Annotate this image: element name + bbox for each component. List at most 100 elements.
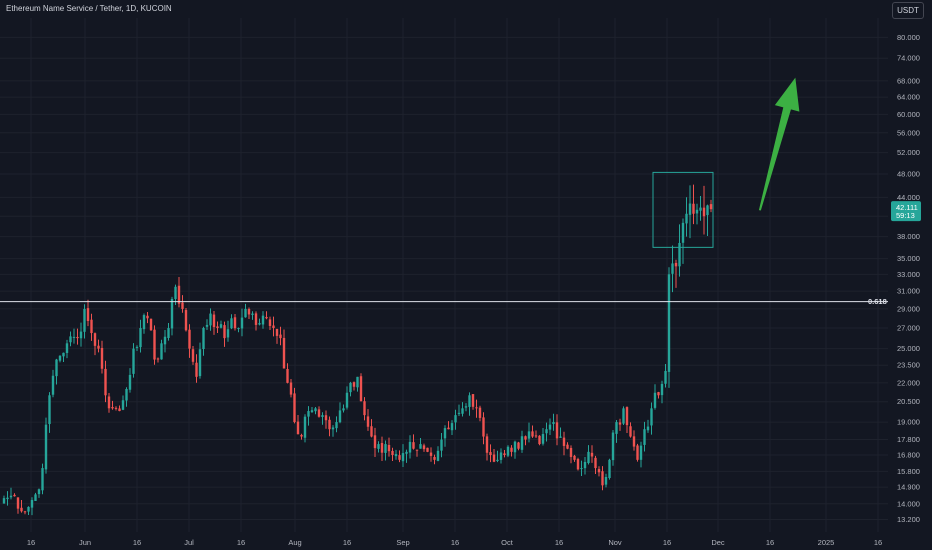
- y-tick-label: 52.000: [897, 148, 920, 157]
- candle-body: [520, 436, 524, 450]
- candle-body: [639, 445, 643, 460]
- y-tick-label: 60.000: [897, 110, 920, 119]
- x-tick-label: 16: [237, 538, 245, 547]
- x-tick-label: 16: [663, 538, 671, 547]
- price-badge-countdown: 59:13: [896, 211, 915, 220]
- candle-body: [426, 447, 429, 452]
- y-tick-label: 20.500: [897, 397, 920, 406]
- candle-body: [496, 459, 499, 461]
- candle-body: [142, 315, 146, 330]
- x-tick-label: 16: [874, 538, 882, 547]
- candle-body: [517, 442, 520, 449]
- candle-body: [660, 383, 664, 396]
- candle-body: [314, 408, 317, 412]
- candle-body: [436, 450, 440, 461]
- candle-body: [485, 436, 489, 453]
- candle-body: [604, 476, 608, 485]
- x-tick-label: Nov: [608, 538, 622, 547]
- candle-body: [149, 318, 153, 331]
- candle-body: [471, 394, 475, 407]
- candle-body: [590, 452, 594, 457]
- candle-body: [650, 408, 653, 426]
- x-tick-label: Jul: [184, 538, 194, 547]
- y-tick-label: 38.000: [897, 232, 920, 241]
- price-axis[interactable]: 13.200 14.000 14.900 15.800 16.800 17.800 19.0…: [888, 0, 932, 550]
- candle-body: [373, 435, 377, 449]
- candle-body: [286, 368, 289, 383]
- candle-body: [461, 408, 464, 414]
- candle-body: [48, 395, 51, 425]
- candle-body: [671, 263, 674, 274]
- candle-body: [422, 445, 426, 450]
- candle-body: [384, 444, 387, 453]
- y-tick-label: 48.000: [897, 170, 920, 179]
- candle-body: [237, 328, 240, 330]
- candle-body: [65, 343, 69, 353]
- candle-body: [506, 446, 510, 456]
- candle-body: [289, 382, 293, 395]
- candle-body: [569, 447, 573, 457]
- candle-body: [653, 392, 657, 408]
- level-line-group: 0.618 -: [0, 297, 892, 306]
- candle-body: [412, 442, 415, 449]
- candle-body: [363, 401, 366, 416]
- y-tick-label: 44.000: [897, 193, 920, 202]
- candle-body: [615, 422, 618, 434]
- candle-body: [678, 242, 681, 267]
- candle-body: [275, 328, 279, 336]
- candle-body: [230, 318, 233, 329]
- highlight-box: [652, 171, 714, 248]
- candle-body: [30, 500, 34, 508]
- candle-body: [188, 329, 191, 349]
- candle-body: [629, 426, 632, 437]
- candle-body: [90, 319, 93, 334]
- candle-body: [387, 444, 391, 452]
- y-tick-label: 33.000: [897, 270, 920, 279]
- candle-body: [296, 421, 300, 435]
- candle-body: [317, 409, 321, 417]
- candle-body: [429, 452, 433, 456]
- grid-lines: [0, 18, 888, 532]
- time-axis[interactable]: 16 Jun 16 Jul 16 Aug 16 Sep 16 Oct 16 Nov 16 Dec 16 202…: [27, 538, 882, 547]
- candle-body: [321, 415, 324, 417]
- candle-body: [69, 336, 72, 343]
- candle-body: [34, 494, 37, 501]
- x-tick-label: Sep: [396, 538, 409, 547]
- candle-body: [545, 429, 548, 434]
- candle-body: [499, 452, 503, 460]
- candle-body: [181, 302, 184, 309]
- y-tick-label: 15.800: [897, 467, 920, 476]
- candle-body: [23, 511, 27, 513]
- candle-body: [251, 313, 254, 315]
- y-tick-label: 19.000: [897, 418, 920, 427]
- currency-button[interactable]: USDT: [892, 2, 924, 19]
- y-tick-label: 74.000: [897, 54, 920, 63]
- candle-body: [209, 313, 212, 326]
- candle-body: [559, 436, 562, 438]
- candle-body: [597, 469, 601, 473]
- candle-body: [538, 435, 541, 445]
- y-tick-label: 23.500: [897, 361, 920, 370]
- candle-body: [41, 468, 44, 491]
- y-tick-label: 68.000: [897, 76, 920, 85]
- candle-body: [454, 415, 457, 423]
- candle-body: [310, 410, 314, 413]
- candle-body: [135, 346, 139, 348]
- y-tick-label: 27.000: [897, 324, 920, 333]
- x-tick-label: 16: [343, 538, 351, 547]
- candle-body: [191, 349, 195, 362]
- y-tick-label: 31.000: [897, 287, 920, 296]
- candle-body: [324, 415, 328, 421]
- candle-body: [548, 424, 552, 430]
- x-tick-label: Jun: [79, 538, 91, 547]
- candle-body: [643, 429, 646, 445]
- candle-body: [562, 437, 566, 446]
- candle-body: [13, 494, 16, 497]
- candle-body: [9, 495, 13, 498]
- x-tick-label: Aug: [288, 538, 301, 547]
- candle-body: [625, 407, 629, 426]
- y-tick-label: 35.000: [897, 254, 920, 263]
- candle-body: [345, 392, 349, 408]
- candle-body: [128, 374, 132, 390]
